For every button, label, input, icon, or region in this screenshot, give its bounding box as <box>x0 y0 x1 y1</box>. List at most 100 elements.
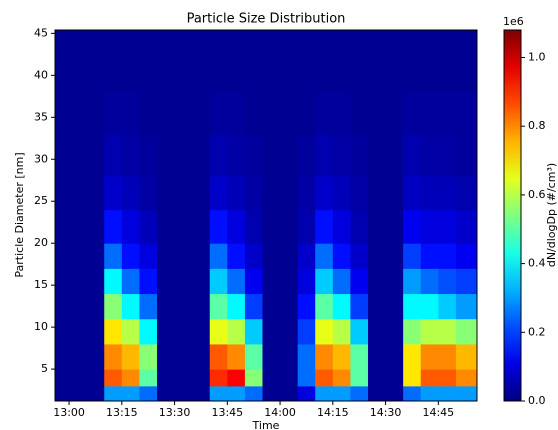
heatmap-cell <box>455 92 478 135</box>
heatmap-cell <box>297 369 316 387</box>
heatmap-cell <box>297 318 316 345</box>
heatmap-cell <box>262 318 281 345</box>
heatmap-cell <box>297 209 316 244</box>
heatmap-cell <box>403 369 422 387</box>
heatmap-cell <box>403 385 422 402</box>
heatmap-cell <box>385 134 404 177</box>
heatmap-cell <box>86 209 105 244</box>
heatmap-cell <box>280 176 299 211</box>
x-tick-label: 13:30 <box>159 406 191 419</box>
heatmap-cell <box>385 343 404 370</box>
heatmap-cell <box>156 343 176 370</box>
heatmap-cell <box>209 176 228 211</box>
heatmap-cell <box>244 176 263 211</box>
heatmap-cell <box>385 318 404 345</box>
heatmap-cell <box>367 268 387 295</box>
heatmap-cell <box>227 92 246 135</box>
heatmap-cell <box>227 369 246 387</box>
heatmap-cell <box>403 30 422 93</box>
heatmap-cell <box>227 343 246 370</box>
heatmap-cell <box>332 30 351 93</box>
heatmap-cell <box>280 293 299 320</box>
heatmap-cell <box>55 243 88 269</box>
heatmap-cell <box>403 176 422 211</box>
heatmap-cell <box>55 385 88 402</box>
heatmap-cell <box>280 209 299 244</box>
heatmap-cell <box>104 243 123 269</box>
heatmap-cell <box>438 293 457 320</box>
heatmap-cell <box>192 243 211 269</box>
heatmap-cell <box>262 30 281 93</box>
heatmap-cell <box>227 385 246 402</box>
heatmap-cell <box>156 369 176 387</box>
heatmap-cell <box>420 369 439 387</box>
heatmap-cell <box>280 92 299 135</box>
heatmap-cell <box>332 385 351 402</box>
heatmap-cell <box>174 318 193 345</box>
heatmap-cell <box>420 176 439 211</box>
heatmap-cell <box>455 209 478 244</box>
heatmap-cell <box>420 243 439 269</box>
colorbar-tick-label: 1.0 <box>528 50 546 63</box>
heatmap-cell <box>332 268 351 295</box>
heatmap-cell <box>139 369 158 387</box>
heatmap-cell <box>315 343 334 370</box>
heatmap-cell <box>139 293 158 320</box>
heatmap-cell <box>315 293 334 320</box>
heatmap-cell <box>385 268 404 295</box>
heatmap-cell <box>139 134 158 177</box>
heatmap-cell <box>244 134 263 177</box>
y-tick-label: 30 <box>34 152 48 165</box>
heatmap-cell <box>192 293 211 320</box>
heatmap-cell <box>315 268 334 295</box>
heatmap-cell <box>156 92 176 135</box>
heatmap-cell <box>315 243 334 269</box>
heatmap-cell <box>350 385 369 402</box>
heatmap-cell <box>367 30 387 93</box>
heatmap-cell <box>350 134 369 177</box>
heatmap-cell <box>455 369 478 387</box>
heatmap-cell <box>139 343 158 370</box>
heatmap-cell <box>385 243 404 269</box>
heatmap-cell <box>350 343 369 370</box>
heatmap-cell <box>455 268 478 295</box>
heatmap-cell <box>403 134 422 177</box>
heatmap-cell <box>55 134 88 177</box>
x-tick-label: 14:30 <box>370 406 402 419</box>
heatmap-cell <box>86 369 105 387</box>
heatmap-cell <box>104 268 123 295</box>
heatmap-cell <box>280 385 299 402</box>
heatmap-cell <box>104 369 123 387</box>
heatmap-cell <box>262 268 281 295</box>
heatmap-cell <box>403 209 422 244</box>
heatmap-cell <box>420 92 439 135</box>
heatmap-cell <box>139 318 158 345</box>
heatmap-cell <box>332 293 351 320</box>
heatmap-cell <box>121 176 140 211</box>
heatmap-cell <box>86 134 105 177</box>
heatmap-cell <box>350 30 369 93</box>
colorbar-tick-label: 0.6 <box>528 188 546 201</box>
heatmap-cell <box>244 243 263 269</box>
heatmap-cell <box>156 318 176 345</box>
heatmap-cell <box>139 209 158 244</box>
heatmap-cell <box>420 134 439 177</box>
heatmap-cell <box>438 134 457 177</box>
heatmap-cell <box>55 30 88 93</box>
heatmap-cell <box>192 134 211 177</box>
heatmap-cell <box>174 176 193 211</box>
heatmap-cell <box>156 30 176 93</box>
heatmap-cell <box>367 243 387 269</box>
heatmap-cell <box>104 318 123 345</box>
heatmap-cell <box>244 293 263 320</box>
heatmap-cell <box>227 30 246 93</box>
heatmap-cell <box>403 293 422 320</box>
heatmap-cell <box>438 30 457 93</box>
heatmap-cell <box>297 293 316 320</box>
heatmap-cell <box>86 318 105 345</box>
heatmap-cell <box>367 134 387 177</box>
x-tick-label: 14:45 <box>422 406 454 419</box>
heatmap-cell <box>297 176 316 211</box>
heatmap-cell <box>420 293 439 320</box>
